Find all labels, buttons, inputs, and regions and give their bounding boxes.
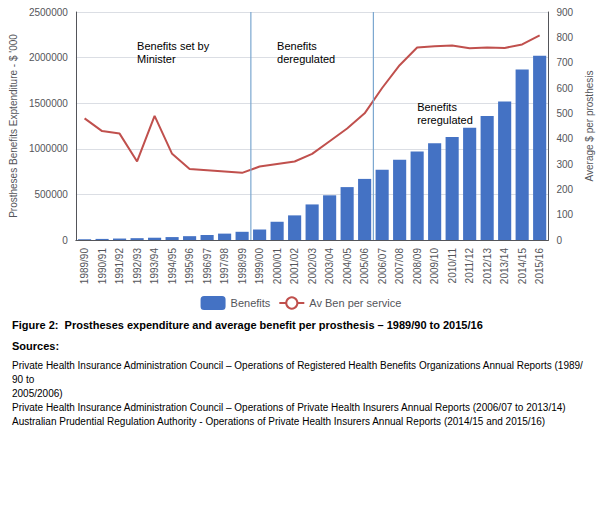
- svg-text:2014/15: 2014/15: [517, 248, 528, 285]
- svg-text:reregulated: reregulated: [417, 114, 473, 126]
- svg-text:2007/08: 2007/08: [394, 248, 405, 285]
- svg-text:1989/90: 1989/90: [79, 248, 90, 285]
- svg-text:300: 300: [556, 159, 573, 170]
- svg-text:Sources:: Sources:: [12, 340, 59, 352]
- svg-text:Minister: Minister: [137, 53, 176, 65]
- svg-text:500000: 500000: [34, 189, 68, 200]
- svg-text:0: 0: [556, 235, 562, 246]
- svg-text:Benefits set by: Benefits set by: [137, 40, 210, 52]
- svg-text:800: 800: [556, 32, 573, 43]
- svg-text:Benefits: Benefits: [231, 297, 271, 309]
- svg-text:200: 200: [556, 184, 573, 195]
- svg-text:2000/01: 2000/01: [272, 248, 283, 285]
- svg-text:2008/09: 2008/09: [412, 248, 423, 285]
- svg-text:2006/07: 2006/07: [377, 248, 388, 285]
- svg-text:700: 700: [556, 57, 573, 68]
- svg-text:Av Ben per service: Av Ben per service: [309, 297, 401, 309]
- svg-text:1999/00: 1999/00: [254, 248, 265, 285]
- svg-text:1992/93: 1992/93: [132, 248, 143, 285]
- svg-text:Australian Prudential Regulati: Australian Prudential Regulation Authori…: [12, 416, 545, 427]
- svg-text:0: 0: [62, 235, 68, 246]
- svg-text:1997/98: 1997/98: [219, 248, 230, 285]
- svg-text:2003/04: 2003/04: [324, 248, 335, 285]
- svg-text:2500000: 2500000: [29, 7, 68, 18]
- svg-text:2002/03: 2002/03: [307, 248, 318, 285]
- svg-text:2004/05: 2004/05: [342, 248, 353, 285]
- svg-text:Prostheses Benefits Exptenditu: Prostheses Benefits Exptenditure - $ '00…: [8, 34, 19, 218]
- svg-text:90 to: 90 to: [12, 374, 35, 385]
- svg-text:Benefits: Benefits: [277, 40, 317, 52]
- svg-text:2005/06: 2005/06: [359, 248, 370, 285]
- svg-text:500: 500: [556, 108, 573, 119]
- svg-text:2011/12: 2011/12: [464, 248, 475, 284]
- svg-text:1995/96: 1995/96: [184, 248, 195, 285]
- svg-text:1996/97: 1996/97: [202, 248, 213, 285]
- svg-text:2013/14: 2013/14: [499, 248, 510, 285]
- svg-text:1993/94: 1993/94: [149, 248, 160, 285]
- svg-text:2012/13: 2012/13: [482, 248, 493, 285]
- svg-text:1990/91: 1990/91: [97, 248, 108, 285]
- svg-text:2000000: 2000000: [29, 52, 68, 63]
- svg-text:Figure 2: Prostheses expendit: Figure 2: Prostheses expenditure and ave…: [12, 319, 483, 331]
- svg-text:1998/99: 1998/99: [237, 248, 248, 285]
- svg-text:900: 900: [556, 7, 573, 18]
- svg-text:2009/10: 2009/10: [429, 248, 440, 285]
- svg-text:Private Health Insurance Admin: Private Health Insurance Administration …: [12, 402, 566, 413]
- svg-text:2015/16: 2015/16: [534, 248, 545, 285]
- svg-text:1994/95: 1994/95: [167, 248, 178, 285]
- svg-text:1000000: 1000000: [29, 143, 68, 154]
- svg-text:Private Health Insurance Admin: Private Health Insurance Administration …: [12, 360, 583, 371]
- svg-text:1991/92: 1991/92: [114, 248, 125, 285]
- svg-text:2001/02: 2001/02: [289, 248, 300, 285]
- svg-text:2010/11: 2010/11: [447, 248, 458, 284]
- svg-text:2005/2006): 2005/2006): [12, 388, 63, 399]
- svg-text:100: 100: [556, 209, 573, 220]
- svg-text:deregulated: deregulated: [277, 53, 335, 65]
- svg-text:600: 600: [556, 83, 573, 94]
- svg-text:400: 400: [556, 133, 573, 144]
- svg-text:Average $ per prosthesis: Average $ per prosthesis: [584, 71, 595, 182]
- svg-text:1500000: 1500000: [29, 98, 68, 109]
- svg-text:Benefits: Benefits: [417, 101, 457, 113]
